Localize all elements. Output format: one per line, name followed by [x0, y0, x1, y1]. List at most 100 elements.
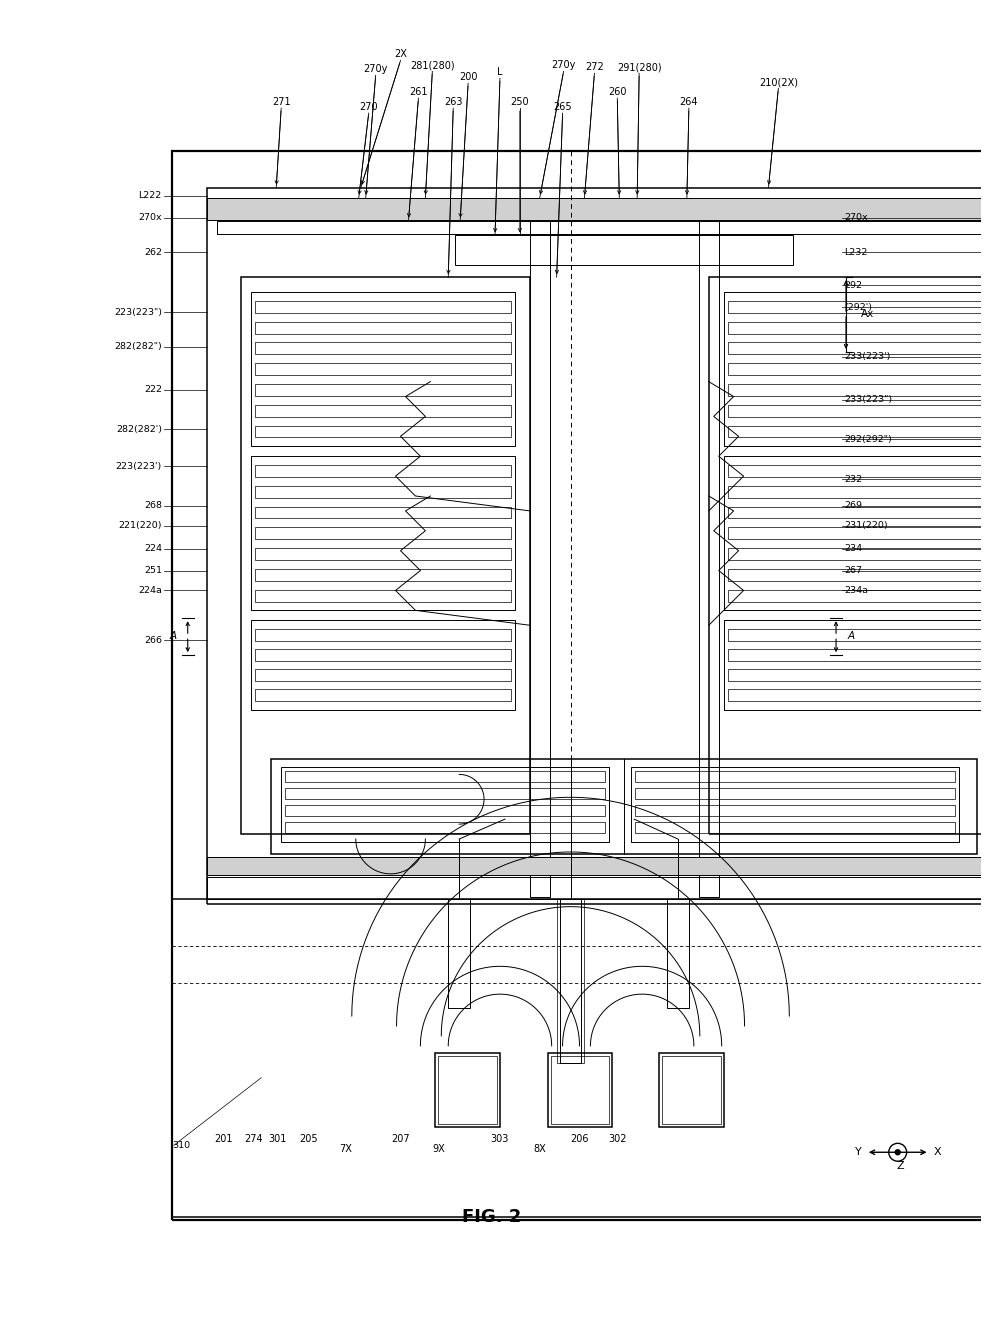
- Text: 260: 260: [608, 87, 627, 98]
- Text: 291(280): 291(280): [617, 63, 661, 72]
- Bar: [255, 384, 511, 396]
- Bar: [255, 589, 511, 601]
- Text: 200: 200: [459, 72, 477, 83]
- Text: 301: 301: [268, 1134, 286, 1145]
- Bar: [435, 1052, 500, 1127]
- Bar: [551, 1056, 609, 1125]
- Bar: [727, 486, 983, 498]
- Text: 9X: 9X: [432, 1145, 445, 1154]
- Bar: [216, 221, 984, 234]
- Bar: [251, 292, 515, 446]
- Text: 270: 270: [359, 102, 378, 112]
- Bar: [255, 321, 511, 333]
- Bar: [723, 292, 984, 446]
- Bar: [456, 236, 793, 265]
- Bar: [207, 198, 984, 220]
- Text: 282(282'): 282(282'): [116, 424, 162, 434]
- Bar: [727, 589, 983, 601]
- Bar: [636, 805, 955, 817]
- Text: 207: 207: [392, 1134, 409, 1145]
- Text: 269: 269: [844, 501, 862, 510]
- Bar: [255, 690, 511, 702]
- Text: 302: 302: [608, 1134, 627, 1145]
- Bar: [727, 404, 983, 416]
- Bar: [255, 486, 511, 498]
- Text: X: X: [934, 1148, 942, 1157]
- Bar: [207, 187, 984, 904]
- Bar: [255, 404, 511, 416]
- Text: 262: 262: [144, 248, 162, 257]
- Text: 303: 303: [491, 1134, 509, 1145]
- Bar: [285, 771, 605, 782]
- Text: 281(280): 281(280): [410, 60, 455, 71]
- Text: 267: 267: [844, 566, 862, 574]
- Text: 270y: 270y: [363, 64, 388, 75]
- Bar: [529, 221, 550, 897]
- Bar: [659, 1052, 723, 1127]
- Text: 231(220): 231(220): [844, 521, 888, 530]
- Bar: [172, 151, 984, 1220]
- Bar: [727, 321, 983, 333]
- Bar: [281, 767, 609, 842]
- Bar: [727, 548, 983, 560]
- Text: 222: 222: [144, 386, 162, 394]
- Bar: [727, 465, 983, 477]
- Text: 201: 201: [215, 1134, 233, 1145]
- Bar: [727, 670, 983, 682]
- Text: 232: 232: [844, 474, 862, 483]
- Text: 233(223'): 233(223'): [844, 352, 891, 362]
- Text: 261: 261: [409, 87, 428, 98]
- Text: 272: 272: [585, 63, 604, 72]
- Text: A: A: [848, 631, 855, 641]
- Bar: [557, 898, 584, 1063]
- Text: 270y: 270y: [551, 60, 576, 71]
- Bar: [255, 628, 511, 640]
- Bar: [285, 789, 605, 799]
- Text: 233(223"): 233(223"): [844, 395, 892, 404]
- Text: 292(292"): 292(292"): [844, 435, 892, 443]
- Bar: [255, 465, 511, 477]
- Text: 8X: 8X: [533, 1145, 546, 1154]
- Bar: [708, 277, 984, 834]
- Text: L: L: [497, 67, 503, 78]
- Bar: [727, 426, 983, 438]
- Bar: [631, 767, 959, 842]
- Text: 310: 310: [172, 1141, 190, 1150]
- Bar: [285, 805, 605, 817]
- Bar: [207, 877, 984, 898]
- Text: Y: Y: [854, 1148, 861, 1157]
- Bar: [548, 1052, 612, 1127]
- Bar: [727, 649, 983, 661]
- Text: Ax: Ax: [861, 309, 874, 319]
- Bar: [449, 898, 470, 1008]
- Bar: [251, 620, 515, 710]
- Text: 224a: 224a: [138, 586, 162, 595]
- Text: 274: 274: [244, 1134, 263, 1145]
- Bar: [727, 301, 983, 313]
- Bar: [662, 1056, 720, 1125]
- Text: 223(223'): 223(223'): [116, 462, 162, 470]
- Text: 268: 268: [144, 501, 162, 510]
- Text: 270x: 270x: [138, 213, 162, 222]
- Bar: [723, 457, 984, 611]
- Bar: [723, 620, 984, 710]
- Bar: [255, 363, 511, 375]
- Bar: [255, 343, 511, 355]
- Bar: [255, 528, 511, 540]
- Bar: [207, 857, 984, 874]
- Text: A: A: [169, 631, 177, 641]
- Bar: [727, 363, 983, 375]
- Bar: [255, 569, 511, 581]
- Text: 270x: 270x: [844, 213, 868, 222]
- Bar: [560, 898, 582, 1063]
- Text: 234: 234: [844, 544, 862, 553]
- Text: 205: 205: [300, 1134, 319, 1145]
- Text: 251: 251: [144, 566, 162, 574]
- Text: 224: 224: [144, 544, 162, 553]
- Text: Z: Z: [896, 1161, 904, 1172]
- Bar: [727, 506, 983, 518]
- Text: 265: 265: [553, 102, 572, 112]
- Bar: [172, 898, 984, 1217]
- Bar: [727, 528, 983, 540]
- Bar: [255, 301, 511, 313]
